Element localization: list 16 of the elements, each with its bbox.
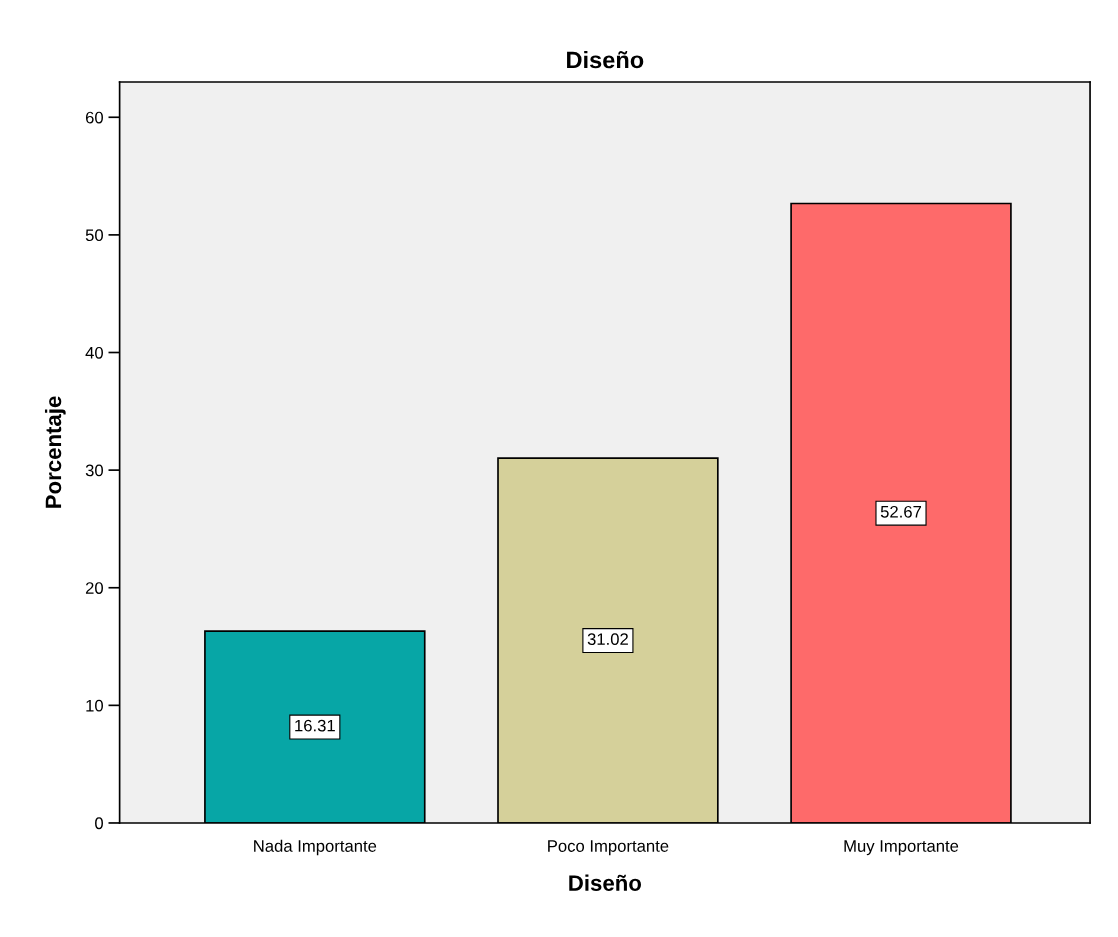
y-tick-label: 30	[85, 464, 103, 477]
x-tick-label: Muy Importante	[844, 840, 959, 856]
x-tick-label: Poco Importante	[548, 840, 669, 856]
y-axis-title: Porcentaje	[44, 396, 66, 508]
y-tick-label: 0	[95, 817, 103, 830]
y-tick-label: 20	[85, 582, 103, 594]
x-axis-title: Diseño	[569, 874, 642, 891]
chart-title: Diseño	[567, 50, 644, 69]
y-tick-label: 60	[85, 111, 103, 124]
data-label: 52.67	[880, 505, 922, 518]
x-tick-label: Nada Importante	[254, 839, 377, 856]
y-tick-label: 50	[85, 229, 103, 242]
data-label: 31.02	[587, 633, 628, 646]
data-label: 16.31	[295, 719, 335, 732]
y-tick-label: 40	[85, 346, 103, 359]
y-tick-label: 10	[86, 699, 103, 712]
